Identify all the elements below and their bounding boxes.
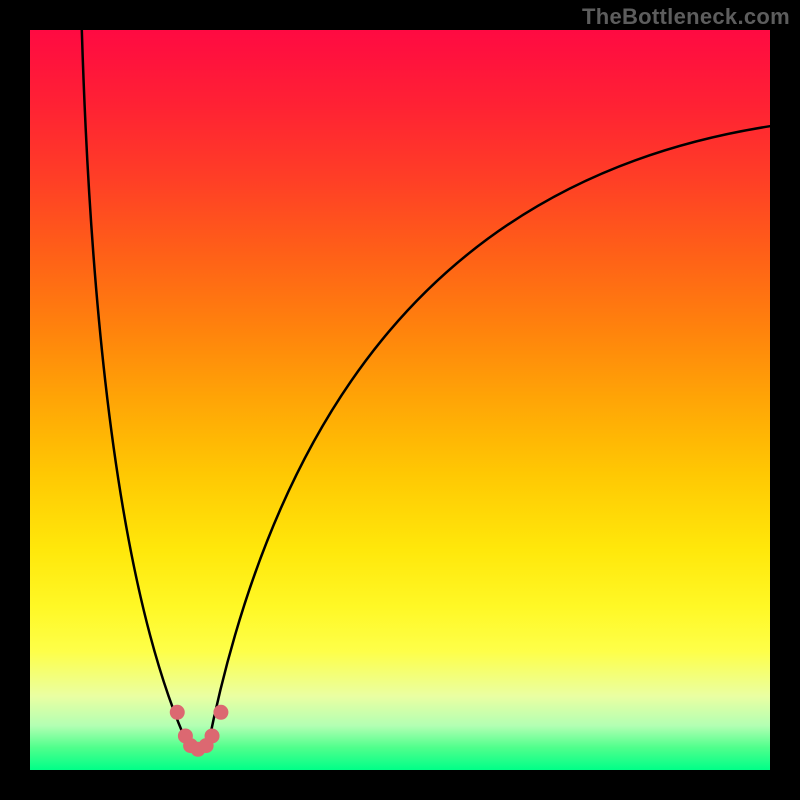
watermark-text: TheBottleneck.com — [582, 4, 790, 30]
curve-marker — [205, 729, 219, 743]
curve-marker — [170, 705, 184, 719]
curve-marker — [214, 705, 228, 719]
plot-background-gradient — [30, 30, 770, 770]
